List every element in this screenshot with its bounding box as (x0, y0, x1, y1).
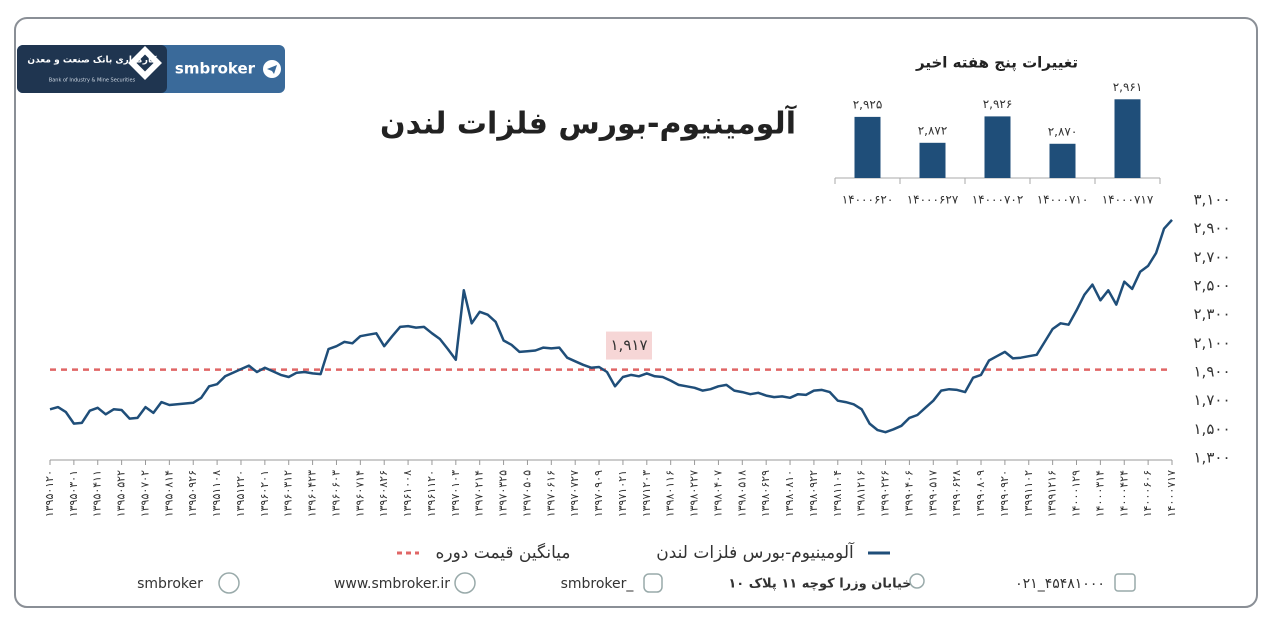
x-tick-label: ۱۳۹۵۰۷۰۲ (138, 470, 151, 517)
x-tick-label: ۱۳۹۸۱۲۱۶ (855, 470, 868, 517)
brand: smbroker (175, 60, 256, 78)
y-tick-label: ۲,۵۰۰ (1194, 277, 1231, 295)
x-tick-label: ۱۳۹۷۰۳۲۵ (497, 470, 510, 517)
x-tick-label: ۱۳۹۸۰۱۱۶ (664, 470, 677, 517)
bar-value-label: ۲,۸۷۰ (1048, 124, 1078, 138)
x-tick-label: ۱۴۰۰۰۴۲۴ (1117, 470, 1130, 517)
x-tick-label: ۱۳۹۹۰۴۰۶ (902, 470, 915, 517)
logo-dark (17, 45, 167, 93)
price-line (49, 219, 1173, 434)
x-tick-label: ۱۳۹۸۰۴۰۷ (711, 470, 724, 517)
x-tick-label: ۱۳۹۵۰۵۲۲ (115, 470, 128, 517)
x-tick-label: ۱۳۹۹۰۸۰۹ (974, 470, 987, 517)
x-tick-label: ۱۴۰۰۰۶۰۶ (1141, 470, 1154, 517)
x-tick-label: ۱۳۹۹۰۶۲۸ (950, 470, 963, 517)
x-tick-label: ۱۳۹۵۱۲۲۰ (234, 470, 247, 517)
y-tick-label: ۱,۳۰۰ (1194, 449, 1231, 467)
footer: smbroker www.smbroker.ir smbroker_ خیابا… (137, 572, 1136, 594)
footer-phone: ۰۲۱_۴۵۴۸۱۰۰۰ (1015, 576, 1105, 592)
bar-value-label: ۲,۹۶۱ (1113, 80, 1143, 94)
x-tick-label: ۱۳۹۶۰۲۰۱ (258, 470, 271, 517)
x-tick-label: ۱۳۹۹۰۵۱۷ (926, 470, 939, 517)
x-tick-label: ۱۳۹۵۰۴۱۱ (91, 470, 104, 517)
header-logo: کارگزاری بانک صنعت و معدن Bank of Indust… (17, 45, 285, 93)
legend: آلومینیوم-بورس فلزات لندن میانگین قیمت د… (397, 541, 890, 563)
x-tick-label: ۱۳۹۸۰۹۲۲ (807, 470, 820, 517)
bar-value-label: ۲,۸۷۲ (918, 123, 948, 137)
y-tick-label: ۲,۷۰۰ (1194, 248, 1231, 266)
x-tick-label: ۱۳۹۶۱۱۲۰ (425, 470, 438, 517)
x-tick-label: ۱۳۹۷۰۷۲۷ (568, 470, 581, 517)
x-tick-label: ۱۳۹۶۰۷۱۴ (353, 470, 366, 517)
x-tick-label: ۱۳۹۹۰۹۲۰ (998, 470, 1011, 517)
web-icon (454, 572, 476, 594)
y-tick-label: ۱,۵۰۰ (1194, 420, 1231, 438)
x-tick-label: ۱۳۹۵۰۳۰۱ (67, 470, 80, 517)
x-tick-label: ۱۳۹۹۰۲۲۶ (879, 470, 892, 517)
x-tick-label: ۱۳۹۷۰۲۱۴ (473, 470, 486, 517)
x-tick-label: ۱۳۹۸۱۱۰۴ (831, 470, 844, 517)
x-tick-label: ۱۳۹۷۰۹۰۹ (592, 470, 605, 517)
y-tick-label: ۱,۹۰۰ (1194, 363, 1231, 381)
x-tick-label: ۱۳۹۵۰۹۲۶ (186, 470, 199, 517)
x-tick-label: ۱۳۹۶۰۴۲۳ (306, 470, 319, 517)
x-tick-label: ۱۳۹۹۱۱۰۲ (1022, 470, 1035, 517)
x-tick-label: ۱۳۹۷۰۵۰۵ (520, 470, 533, 517)
x-tick-label: ۱۳۹۸۰۵۱۸ (735, 470, 748, 517)
x-tick-label: ۱۳۹۷۱۰۲۱ (616, 470, 629, 517)
bar-value-label: ۲,۹۲۵ (853, 97, 883, 111)
bar (1114, 99, 1141, 178)
telegram-icon (218, 572, 240, 594)
average-label: ۱,۹۱۷ (611, 336, 648, 354)
x-tick-label: ۱۳۹۶۰۸۲۶ (377, 470, 390, 517)
x-tick-label: ۱۳۹۵۰۱۲۰ (43, 470, 56, 517)
footer-website: www.smbroker.ir (334, 576, 450, 592)
x-tick-label: ۱۳۹۵۰۸۱۴ (162, 470, 175, 517)
legend-average-label: میانگین قیمت دوره (435, 542, 570, 563)
x-tick-label: ۱۳۹۶۰۳۱۲ (282, 470, 295, 517)
x-tick-label: ۱۴۰۰۰۳۱۴ (1093, 470, 1106, 517)
bank-name-en: Bank of Industry & Mine Securities (49, 78, 136, 84)
footer-telegram: smbroker (137, 576, 203, 592)
inset-category-label: ۱۴۰۰۰۷۱۰ (1037, 193, 1089, 207)
x-tick-label: ۱۳۹۶۰۶۰۳ (329, 470, 342, 517)
x-tick-label: ۱۴۰۰۰۱۲۹ (1070, 470, 1083, 517)
footer-address: خیابان وزرا کوچه ۱۱ پلاک ۱۰ (728, 577, 911, 592)
x-tick-label: ۱۳۹۷۰۶۱۶ (544, 470, 557, 517)
inset-category-label: ۱۴۰۰۰۶۲۰ (842, 193, 894, 207)
bar (854, 116, 881, 178)
y-tick-label: ۳,۱۰۰ (1194, 191, 1231, 209)
bar-value-label: ۲,۹۲۶ (983, 97, 1013, 111)
phone-icon (1114, 573, 1136, 592)
footer-instagram: smbroker_ (561, 576, 635, 592)
chart-title: آلومینیوم-بورس فلزات لندن (380, 105, 797, 142)
x-tick-label: ۱۳۹۵۱۱۰۸ (210, 470, 223, 517)
bar (984, 116, 1011, 178)
bar (919, 142, 946, 178)
x-tick-label: ۱۳۹۷۱۲۰۳ (640, 470, 653, 517)
y-tick-label: ۲,۹۰۰ (1194, 219, 1231, 237)
x-tick-label: ۱۳۹۶۱۰۰۸ (401, 470, 414, 517)
x-tick-label: ۱۴۰۰۰۷۱۷ (1165, 470, 1178, 517)
bank-name: کارگزاری بانک صنعت و معدن (27, 54, 157, 66)
bar (1049, 143, 1076, 178)
y-tick-label: ۲,۱۰۰ (1194, 334, 1231, 352)
inset-category-label: ۱۴۰۰۰۶۲۷ (907, 193, 959, 207)
inset-category-label: ۱۴۰۰۰۷۱۷ (1102, 193, 1154, 207)
legend-line-label: آلومینیوم-بورس فلزات لندن (656, 541, 855, 563)
location-icon (909, 573, 925, 589)
average-label-bg (606, 331, 652, 360)
telegram-plane (267, 65, 277, 74)
instagram-icon (643, 573, 663, 593)
inset-title: تغییرات پنج هفته اخیر (915, 54, 1078, 73)
x-tick-label: ۱۳۹۸۰۸۱۰ (783, 470, 796, 517)
x-tick-label: ۱۳۹۹۱۲۱۶ (1046, 470, 1059, 517)
inset-category-label: ۱۴۰۰۰۷۰۲ (972, 193, 1024, 207)
y-tick-label: ۱,۷۰۰ (1194, 391, 1231, 409)
x-tick-label: ۱۳۹۸۰۲۲۷ (688, 470, 701, 517)
x-tick-label: ۱۳۹۷۰۱۰۳ (449, 470, 462, 517)
x-tick-label: ۱۳۹۸۰۶۲۹ (759, 470, 772, 517)
y-tick-label: ۲,۳۰۰ (1194, 305, 1231, 323)
